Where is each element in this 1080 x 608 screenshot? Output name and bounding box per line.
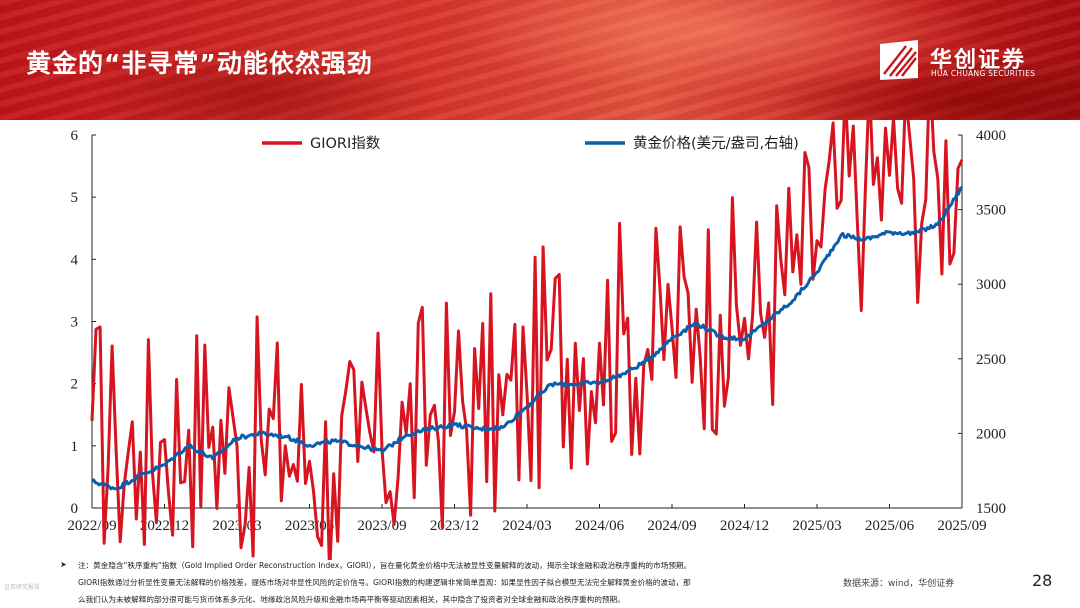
y-left-tick-label: 0 <box>71 501 79 517</box>
page-number: 28 <box>1032 571 1053 590</box>
x-tick-label: 2025/06 <box>865 518 915 534</box>
data-source: 数据来源：wind，华创证券 <box>843 579 955 589</box>
x-tick-label: 2024/12 <box>720 518 769 534</box>
note-line-2: GIORI指数通过分析显性变量无法解释的价格残差，提炼市场对非显性风险的定价信号… <box>78 578 691 587</box>
brand-name-en: HUA CHUANG SECURITIES <box>931 69 1036 78</box>
series-line-gold-price <box>91 186 963 491</box>
y-right-tick-label: 4000 <box>976 128 1006 144</box>
x-tick-label: 2024/06 <box>575 518 625 534</box>
legend-label: GIORI指数 <box>310 135 381 152</box>
x-tick-label: 2024/09 <box>647 518 696 534</box>
x-tick-label: 2023/12 <box>430 518 479 534</box>
brand-name-cn: 华创证券 <box>930 48 1027 73</box>
gold-giori-line-chart: 0 1 2 3 4 5 6 1500 2000 2500 3000 3500 4000 2022/09 20… <box>67 120 1006 560</box>
x-tick-label: 2023/03 <box>212 518 261 534</box>
page-title: 黄金的“非寻常”动能依然强劲 <box>26 49 373 78</box>
y-left-tick-label: 4 <box>71 252 79 268</box>
x-tick-label: 2024/03 <box>502 518 551 534</box>
y-left-tick-label: 1 <box>71 439 79 455</box>
y-left-tick-label: 2 <box>71 377 79 393</box>
note-bullet-icon: ➤ <box>60 560 67 569</box>
x-tick-label: 2023/09 <box>357 518 406 534</box>
disclaimer-text: 证券研究报告 <box>4 584 41 591</box>
y-right-tick-label: 1500 <box>976 501 1006 517</box>
y-left-tick-label: 6 <box>71 128 79 144</box>
x-tick-label: 2022/12 <box>140 518 189 534</box>
x-tick-label: 2025/03 <box>792 518 841 534</box>
legend-label: 黄金价格(美元/盎司,右轴) <box>633 135 799 152</box>
y-left-tick-label: 5 <box>71 190 79 206</box>
x-tick-label: 2025/09 <box>937 518 986 534</box>
y-right-tick-label: 3500 <box>976 203 1006 219</box>
y-right-tick-label: 3000 <box>976 277 1006 293</box>
y-right-tick-label: 2500 <box>976 352 1006 368</box>
series-line-giori <box>90 120 964 560</box>
x-tick-label: 2022/09 <box>67 518 116 534</box>
note-line-3: 么我们认为未被解释的部分很可能与货币体系多元化、地缘政治风险升级和金融市场再平衡… <box>78 595 625 604</box>
brand-logo-icon <box>880 40 918 80</box>
y-left-tick-label: 3 <box>71 315 79 331</box>
y-right-tick-label: 2000 <box>976 426 1006 442</box>
note-line-1: 注：黄金隐含“秩序重构”指数（Gold Implied Order Recons… <box>78 561 692 570</box>
